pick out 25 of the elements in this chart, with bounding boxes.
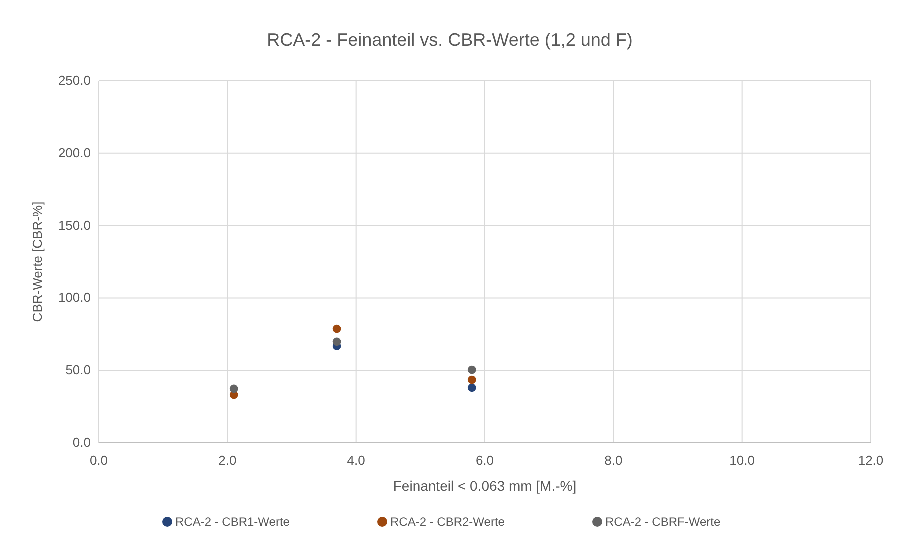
- legend-label: RCA-2 - CBR1-Werte: [176, 515, 290, 529]
- point: [230, 384, 238, 394]
- y-tick-label: 200.0: [58, 145, 91, 160]
- point: [468, 366, 476, 374]
- x-tick-label: 12.0: [858, 453, 884, 468]
- x-tick-label: 0.0: [90, 453, 108, 468]
- y-axis-title: CBR-Werte [CBR-%]: [30, 202, 45, 322]
- y-tick-label: 50.0: [66, 362, 91, 378]
- legend-label: RCA-2 - CBRF-Werte: [606, 515, 721, 529]
- y-tick-label: 150.0: [58, 218, 91, 233]
- point: [332, 338, 342, 346]
- chart-title: RCA-2 - Feinanteil vs. CBR-Werte (1,2 und F): [267, 30, 633, 50]
- point: [468, 384, 476, 392]
- y-tick-label: 250.0: [58, 73, 91, 88]
- x-tick-label: 4.0: [347, 453, 366, 468]
- y-tick-label: 100.0: [58, 290, 91, 306]
- x-tick-label: 2.0: [218, 453, 237, 468]
- x-tick-label: 10.0: [730, 453, 755, 468]
- x-axis-title: Feinanteil < 0.063 mm [M.-%]: [393, 478, 577, 494]
- x-tick-label: 6.0: [476, 453, 494, 468]
- x-tick-label: 8.0: [604, 453, 623, 468]
- y-tick-label: 0.0: [72, 435, 91, 450]
- point: [332, 324, 342, 334]
- point: [468, 376, 476, 384]
- legend-label: RCA-2 - CBR2-Werte: [390, 515, 506, 529]
